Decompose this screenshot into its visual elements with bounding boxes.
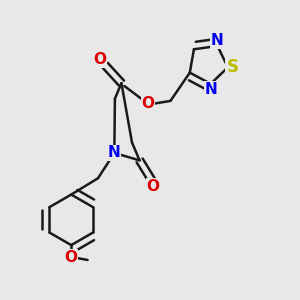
Text: O: O: [146, 179, 160, 194]
Text: O: O: [142, 96, 155, 111]
Text: N: N: [204, 82, 217, 97]
Text: N: N: [108, 146, 121, 160]
Text: N: N: [211, 33, 224, 48]
Text: S: S: [226, 58, 238, 76]
Text: O: O: [93, 52, 106, 67]
Text: O: O: [65, 250, 78, 265]
